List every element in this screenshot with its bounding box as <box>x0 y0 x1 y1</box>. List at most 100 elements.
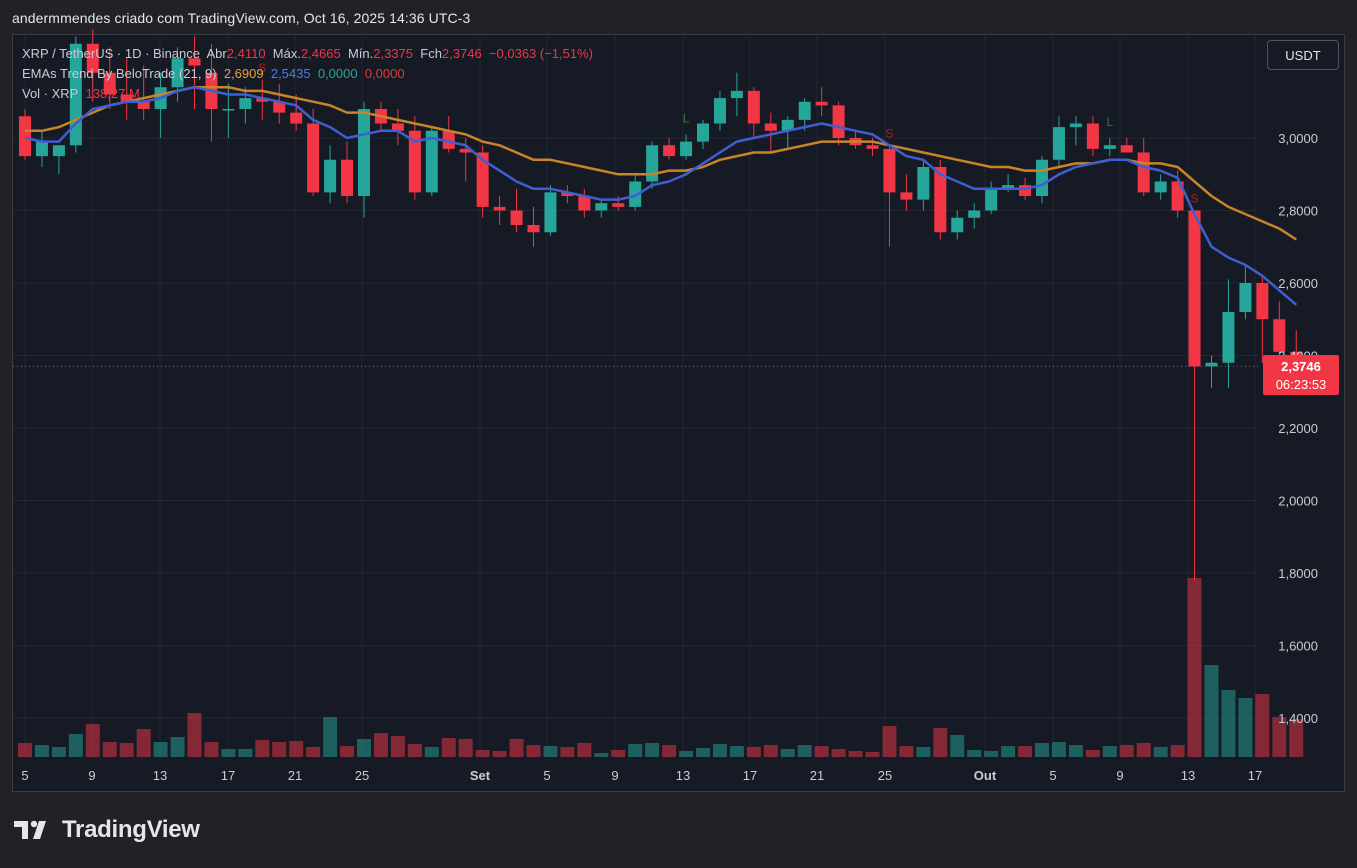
ema-lines <box>24 85 1298 306</box>
price-tick-label: 1,8000 <box>1278 566 1318 581</box>
volume-value: 138,27 M <box>85 86 140 101</box>
volume-bar <box>102 742 117 757</box>
candle <box>849 130 862 149</box>
candle <box>171 47 184 102</box>
candle-body <box>35 141 48 157</box>
candle-body <box>680 141 693 157</box>
currency-button[interactable]: USDT <box>1267 40 1339 70</box>
volume-bar <box>560 747 575 757</box>
price-tick-label: 3,0000 <box>1278 131 1318 146</box>
candle <box>307 109 320 196</box>
candle <box>815 87 828 117</box>
candle-body <box>1120 145 1133 153</box>
candle <box>1222 279 1235 389</box>
volume-bar <box>1102 746 1117 757</box>
volume-bar <box>1136 743 1151 757</box>
candle <box>476 145 489 218</box>
candle-body <box>900 192 913 200</box>
time-tick-label: 17 <box>743 768 757 783</box>
candle-body <box>1273 319 1286 352</box>
volume-bar <box>390 736 405 757</box>
candle <box>324 145 337 204</box>
volume-bar <box>51 747 66 757</box>
volume-bar <box>967 750 982 757</box>
volume-bar <box>831 749 846 757</box>
ema-indicator-name[interactable]: EMAs Trend By BeloTrade (21, 9) <box>22 66 217 81</box>
volume-label[interactable]: Vol · XRP <box>22 86 79 101</box>
volume-bar <box>797 745 812 757</box>
candle <box>86 29 99 102</box>
candle-body <box>324 159 337 193</box>
candle-body <box>171 58 184 88</box>
volume-bar <box>441 738 456 757</box>
volume-bar <box>1170 745 1185 757</box>
candle-body <box>1188 210 1201 367</box>
candle <box>273 83 286 124</box>
volume-bar <box>475 750 490 757</box>
candle-body <box>561 192 574 196</box>
candle <box>103 47 116 109</box>
time-tick-label: 5 <box>1049 768 1056 783</box>
candle <box>832 101 845 146</box>
brand[interactable]: TradingView <box>14 816 200 844</box>
candle-body <box>544 192 557 233</box>
volume-bar <box>543 746 558 757</box>
candle-body <box>883 148 896 193</box>
candle <box>747 87 760 138</box>
candle <box>544 185 557 236</box>
grid-lines <box>13 36 1258 757</box>
candle <box>341 141 354 204</box>
price-axis: 3,00002,80002,60002,40002,20002,00001,80… <box>1278 131 1318 726</box>
ema21-line <box>25 85 1297 241</box>
volume-legend: Vol · XRP 138,27 M <box>22 84 593 104</box>
volume-bar <box>289 741 304 757</box>
time-tick-label: 13 <box>1181 768 1195 783</box>
volume-bar <box>611 750 626 757</box>
bar-countdown: 06:23:53 <box>1275 377 1327 392</box>
time-tick-label: 9 <box>611 768 618 783</box>
ema9-line <box>24 85 1298 306</box>
candle <box>35 130 48 167</box>
candle-body <box>917 167 930 200</box>
volume-bar <box>594 753 609 757</box>
volume-bar <box>238 749 253 757</box>
volume-bar <box>746 747 761 757</box>
candle-body <box>832 105 845 138</box>
candle <box>968 203 981 229</box>
candle-body <box>646 145 659 182</box>
ema21-value: 2,6909 <box>223 66 264 81</box>
volume-bar <box>526 745 541 757</box>
volume-bar <box>933 728 948 757</box>
volume-bar <box>323 717 338 757</box>
symbol-title[interactable]: XRP / TetherUS · 1D · Binance <box>22 46 200 61</box>
signal-label: S <box>885 126 893 140</box>
candle <box>1256 275 1269 363</box>
candle <box>120 58 133 120</box>
candle <box>680 134 693 160</box>
candle <box>883 145 896 247</box>
price-tick-label: 1,4000 <box>1278 711 1318 726</box>
candle <box>408 116 421 200</box>
volume-bar <box>1051 742 1066 757</box>
candle-body <box>697 123 709 142</box>
candle-body <box>595 203 608 211</box>
volume-bar <box>272 742 287 757</box>
volume-bar <box>882 726 897 757</box>
candle <box>781 116 794 149</box>
volume-bar <box>899 746 914 757</box>
volume-bar <box>729 746 744 757</box>
candle-body <box>747 90 760 124</box>
candle <box>1052 116 1065 167</box>
volume-bar <box>1001 746 1016 757</box>
volume-bar <box>1255 694 1270 757</box>
chart-caption: andermmendes criado com TradingView.com,… <box>12 10 471 26</box>
close-label: Fch <box>420 46 442 61</box>
candle-body <box>968 210 981 218</box>
candle-body <box>290 112 303 124</box>
ema-value-4: 0,0000 <box>364 66 405 81</box>
candle <box>798 98 811 131</box>
candle-body <box>798 101 811 120</box>
candle-body <box>612 203 625 207</box>
candle-body <box>459 148 472 153</box>
